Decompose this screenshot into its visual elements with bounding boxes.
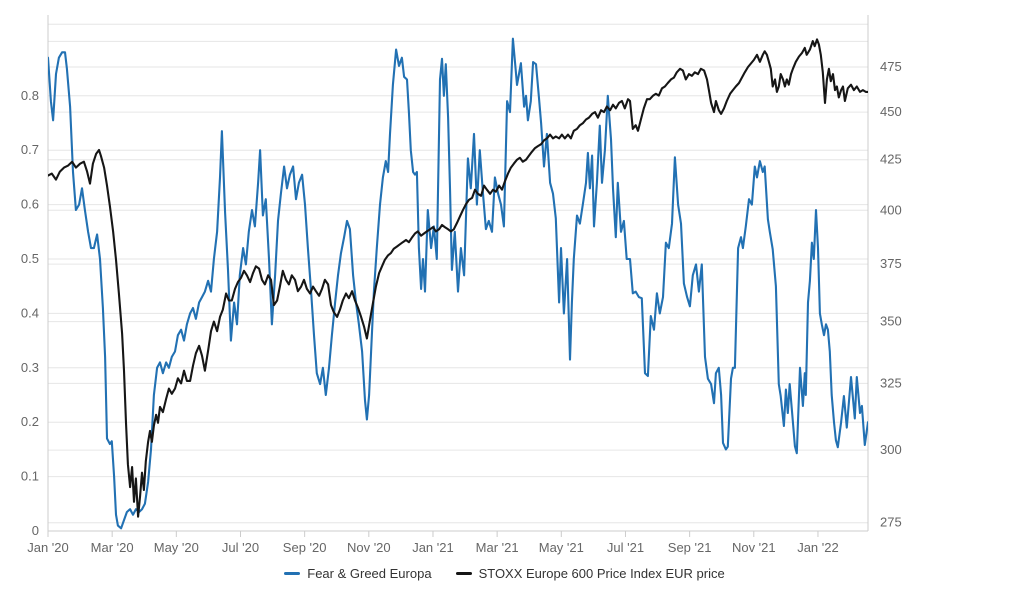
left-axis-label: 0.1 <box>21 469 39 484</box>
left-axis-label: 0.4 <box>21 305 39 320</box>
right-axis-label: 450 <box>880 104 902 119</box>
dual-axis-line-chart[interactable]: Jan '20 Mar '20 May '20 Jul '20 Sep '20 Nov '… <box>0 0 1009 562</box>
left-axis-label: 0.7 <box>21 142 39 157</box>
x-axis-label: Jan '22 <box>797 540 839 555</box>
x-axis-label: Jul '20 <box>222 540 259 555</box>
left-axis-label: 0.6 <box>21 197 39 212</box>
right-axis-label: 400 <box>880 202 902 217</box>
left-axis-label: 0.5 <box>21 251 39 266</box>
right-axis-label: 425 <box>880 152 902 167</box>
x-axis-label: Nov '21 <box>732 540 776 555</box>
legend-item-fear-greed[interactable]: Fear & Greed Europa <box>284 566 432 581</box>
right-axis-label: 275 <box>880 515 902 530</box>
right-axis-label: 350 <box>880 314 902 329</box>
x-axis-label: May '21 <box>539 540 584 555</box>
x-axis-label: Jul '21 <box>607 540 644 555</box>
right-axis-label: 325 <box>880 375 902 390</box>
chart-legend: Fear & Greed Europa STOXX Europe 600 Pri… <box>0 566 1009 581</box>
x-axis-label: May '20 <box>154 540 199 555</box>
legend-label-stoxx: STOXX Europe 600 Price Index EUR price <box>478 566 725 581</box>
stoxx-line-marker-icon <box>455 572 472 575</box>
x-axis-label: Nov '20 <box>347 540 391 555</box>
legend-item-stoxx[interactable]: STOXX Europe 600 Price Index EUR price <box>455 566 725 581</box>
left-axis-label: 0.3 <box>21 360 39 375</box>
fear-greed-line-marker-icon <box>284 572 301 575</box>
right-axis-label: 475 <box>880 59 902 74</box>
right-axis-label: 300 <box>880 442 902 457</box>
right-axis-label: 375 <box>880 256 902 271</box>
x-axis-label: Mar '20 <box>91 540 134 555</box>
chart-area: Jan '20 Mar '20 May '20 Jul '20 Sep '20 Nov '… <box>0 0 1009 562</box>
legend-label-fear-greed: Fear & Greed Europa <box>307 566 432 581</box>
left-axis-label: 0.2 <box>21 414 39 429</box>
x-axis-label: Jan '20 <box>27 540 69 555</box>
plot-area[interactable] <box>48 15 868 531</box>
x-axis-label: Mar '21 <box>476 540 519 555</box>
x-axis-label: Jan '21 <box>412 540 454 555</box>
stoxx-series-line[interactable] <box>48 38 868 518</box>
left-axis-label: 0.8 <box>21 88 39 103</box>
x-axis-label: Sep '20 <box>283 540 327 555</box>
left-axis-label: 0 <box>32 523 39 538</box>
fear-greed-series-line[interactable] <box>48 37 868 530</box>
x-axis-label: Sep '21 <box>668 540 712 555</box>
